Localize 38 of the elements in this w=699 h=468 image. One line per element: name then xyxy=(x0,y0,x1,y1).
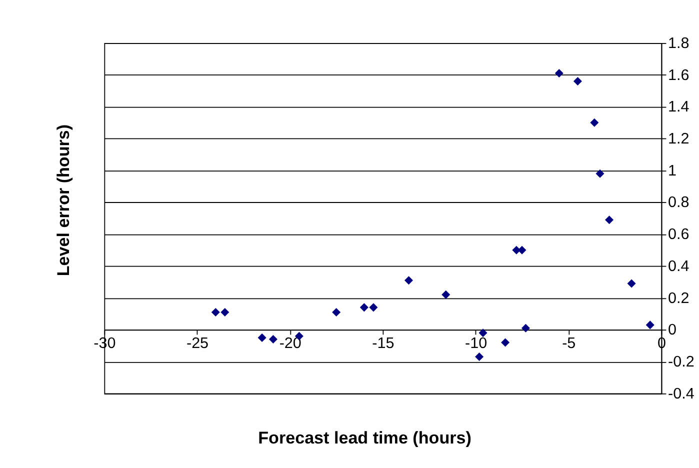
y-tick-label: 0.6 xyxy=(668,226,690,244)
point xyxy=(627,279,636,288)
point xyxy=(369,303,378,312)
y-axis-title: Level error (hours) xyxy=(54,124,74,276)
point xyxy=(605,216,614,224)
y-tick-label: 0.2 xyxy=(668,290,690,307)
point xyxy=(501,338,510,347)
point xyxy=(646,320,654,330)
point xyxy=(332,308,341,316)
point xyxy=(521,324,530,332)
point xyxy=(573,77,582,86)
y-tick-label: 1 xyxy=(668,162,677,180)
point xyxy=(211,308,220,316)
point xyxy=(590,118,599,127)
point xyxy=(596,169,604,178)
y-tick-label: -0.4 xyxy=(668,385,695,402)
point xyxy=(442,290,450,299)
point xyxy=(475,352,484,362)
x-tick-label: -5 xyxy=(562,335,576,352)
y-tick-label: 0.4 xyxy=(668,258,690,275)
point xyxy=(554,69,564,78)
y-tick-label: 1.2 xyxy=(668,130,690,148)
x-tick-label: -10 xyxy=(464,335,488,352)
point xyxy=(360,303,368,312)
y-tick-label: 1.8 xyxy=(668,34,690,52)
x-tick-label: -25 xyxy=(186,335,209,352)
x-tick-label: -15 xyxy=(372,335,394,352)
y-tick-label: 1.4 xyxy=(668,98,690,116)
point xyxy=(268,335,278,344)
y-tick-label: 0 xyxy=(668,322,677,339)
point xyxy=(478,328,488,338)
point xyxy=(220,308,230,316)
point xyxy=(258,333,266,342)
y-tick-label: -0.2 xyxy=(668,354,694,371)
y-tick-label: 0.8 xyxy=(668,194,690,212)
y-tick-label: 1.6 xyxy=(668,66,690,84)
point xyxy=(404,276,413,285)
x-axis-title: Forecast lead time (hours) xyxy=(258,428,472,448)
